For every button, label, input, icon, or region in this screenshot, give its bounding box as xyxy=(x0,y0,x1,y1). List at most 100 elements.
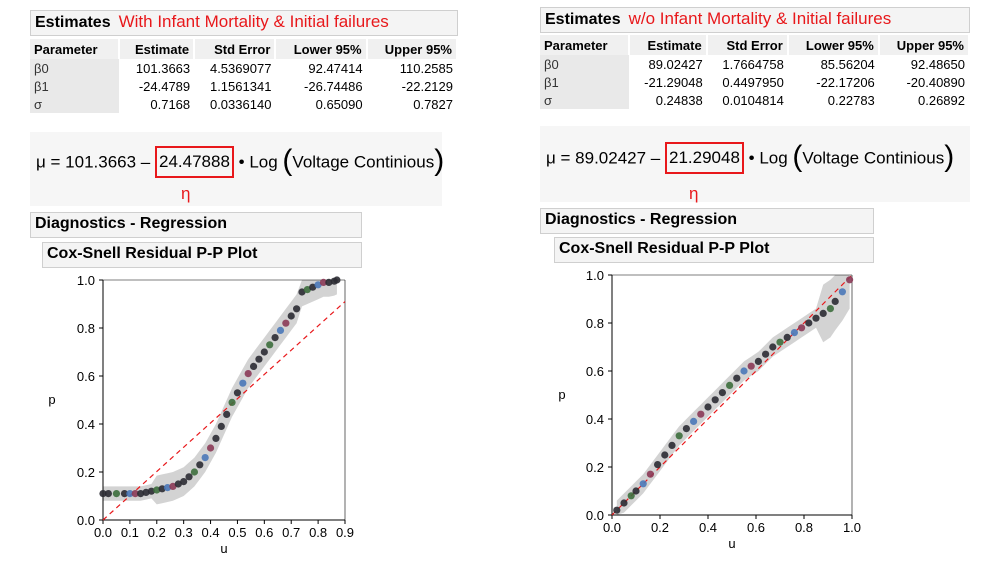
data-point xyxy=(228,398,236,406)
table-row: β1 -21.29048 0.4497950 -22.17206 -20.408… xyxy=(540,73,969,91)
data-point xyxy=(333,276,341,284)
data-point xyxy=(276,326,285,334)
data-point xyxy=(697,410,705,418)
upper-cell: 110.2585 xyxy=(399,60,453,76)
col-estimate: Estimate xyxy=(119,39,196,59)
data-point xyxy=(120,490,129,498)
upper-cell: 92.48650 xyxy=(910,56,965,72)
table-row: β0 89.02427 1.7664758 85.56204 92.48650 xyxy=(540,55,969,73)
left-plot-header[interactable]: Cox-Snell Residual P-P Plot xyxy=(42,242,362,268)
data-point xyxy=(798,324,806,332)
confidence-band xyxy=(103,280,337,505)
x-tick-label: 0.1 xyxy=(121,525,139,540)
lower-cell: 92.47414 xyxy=(308,60,363,76)
data-point xyxy=(325,278,333,286)
lower-cell: 85.56204 xyxy=(820,56,875,72)
estimate-cell: 0.24838 xyxy=(655,92,703,108)
upper-cell: -22.2129 xyxy=(401,78,453,94)
data-point xyxy=(639,480,647,488)
eta-highlight-box: 21.29048 xyxy=(665,142,744,175)
right-estimates-header[interactable]: Estimates w/o Infant Mortality & Initial … xyxy=(540,7,970,33)
data-point xyxy=(99,490,107,498)
col-upper-95: Upper 95% xyxy=(366,39,459,59)
estimate-cell: -21.29048 xyxy=(644,74,703,90)
x-axis-label: u xyxy=(728,536,735,551)
data-point xyxy=(646,470,654,478)
data-point xyxy=(661,451,669,459)
y-tick-label: 0.0 xyxy=(77,513,95,528)
lower-cell: -22.17206 xyxy=(816,74,875,90)
table-row: β1 -24.4789 1.1561341 -26.74486 -22.2129 xyxy=(30,77,457,95)
y-tick-label: 0.2 xyxy=(586,460,604,475)
estimate-cell: 89.02427 xyxy=(648,56,703,72)
col-estimate: Estimate xyxy=(629,35,708,55)
stderr-cell: 1.7664758 xyxy=(722,56,784,72)
x-tick-label: 0.0 xyxy=(94,525,112,540)
data-point xyxy=(303,286,311,294)
data-point xyxy=(104,490,112,498)
data-point xyxy=(740,367,748,375)
data-point xyxy=(831,297,839,305)
data-point xyxy=(314,281,322,289)
data-point xyxy=(287,312,295,320)
formula-arg: Voltage Continious xyxy=(292,152,435,172)
param-cell: σ xyxy=(540,91,629,109)
estimate-cell: 0.7168 xyxy=(150,96,191,112)
stderr-cell: 1.1561341 xyxy=(209,78,272,94)
data-point xyxy=(239,379,247,387)
formula-arg: Voltage Continious xyxy=(802,148,945,168)
data-point xyxy=(217,422,225,430)
data-point xyxy=(769,343,777,351)
left-estimates-header[interactable]: Estimates With Infant Mortality & Initial… xyxy=(30,10,458,36)
right-estimates-title: Estimates xyxy=(545,11,621,28)
x-tick-label: 0.4 xyxy=(699,520,717,535)
data-point xyxy=(711,396,719,404)
data-point xyxy=(190,468,199,476)
right-diagnostics-header[interactable]: Diagnostics - Regression xyxy=(540,208,874,234)
data-point xyxy=(668,441,676,449)
data-point xyxy=(212,434,220,442)
col-lower-95: Lower 95% xyxy=(787,35,880,55)
stderr-cell: 0.4497950 xyxy=(722,74,784,90)
y-axis-label: p xyxy=(48,392,55,407)
data-point xyxy=(632,487,640,495)
col-upper-95: Upper 95% xyxy=(878,35,971,55)
data-point xyxy=(131,490,139,498)
upper-cell: 0.7827 xyxy=(413,96,453,112)
param-cell: β1 xyxy=(30,77,119,95)
data-point xyxy=(776,338,784,346)
left-estimates-title: Estimates xyxy=(35,14,111,31)
right-plot-header[interactable]: Cox-Snell Residual P-P Plot xyxy=(554,237,874,263)
data-point xyxy=(271,334,279,342)
data-point xyxy=(613,506,621,514)
data-point xyxy=(620,499,628,507)
y-tick-label: 0.4 xyxy=(586,412,604,427)
data-point xyxy=(754,357,762,365)
data-point xyxy=(298,288,306,296)
right-estimates-table: Parameter Estimate Std Error Lower 95% U… xyxy=(540,35,971,109)
y-tick-label: 0.6 xyxy=(586,364,604,379)
reference-line xyxy=(102,301,346,521)
data-point xyxy=(846,276,854,284)
data-point xyxy=(718,389,726,397)
x-tick-label: 0.9 xyxy=(336,525,354,540)
table-row: σ 0.24838 0.0104814 0.22783 0.26892 xyxy=(540,91,969,109)
data-point xyxy=(747,362,755,370)
left-estimates-table: Parameter Estimate Std Error Lower 95% U… xyxy=(30,39,459,113)
formula-log: • Log xyxy=(748,148,788,168)
data-point xyxy=(169,482,177,490)
table-row: σ 0.7168 0.0336140 0.65090 0.7827 xyxy=(30,95,457,113)
data-point xyxy=(137,490,145,498)
y-axis-label: p xyxy=(558,387,565,402)
left-diagnostics-header[interactable]: Diagnostics - Regression xyxy=(30,212,362,238)
data-point xyxy=(790,329,798,337)
data-point xyxy=(762,350,770,358)
data-point xyxy=(180,478,188,486)
y-tick-label: 0.8 xyxy=(77,321,95,336)
x-tick-label: 1.0 xyxy=(843,520,861,535)
data-point xyxy=(812,314,820,322)
data-point xyxy=(147,487,155,495)
data-point xyxy=(682,425,690,433)
y-tick-label: 1.0 xyxy=(77,273,95,288)
x-tick-label: 0.3 xyxy=(175,525,193,540)
